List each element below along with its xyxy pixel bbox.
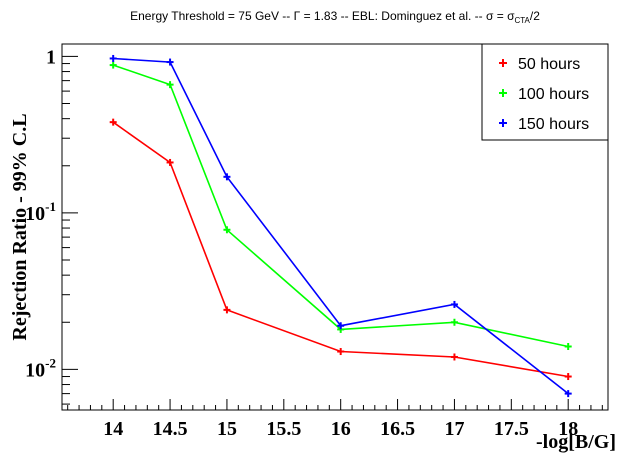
data-point bbox=[166, 58, 174, 66]
x-tick-label: 16.5 bbox=[380, 418, 415, 440]
y-tick-label: 10-2 bbox=[25, 355, 56, 381]
data-point bbox=[109, 54, 117, 62]
series-line-1 bbox=[112, 121, 569, 378]
data-point bbox=[450, 353, 458, 361]
x-tick-label: 18 bbox=[558, 418, 578, 440]
x-tick-label: 15.5 bbox=[266, 418, 301, 440]
series-layer bbox=[109, 54, 572, 398]
x-tick-label: 14.5 bbox=[153, 418, 188, 440]
x-tick-label: 17 bbox=[444, 418, 464, 440]
x-tick-label: 15 bbox=[217, 418, 237, 440]
x-axis-label: -log[B/G] bbox=[536, 431, 616, 453]
x-tick-label: 16 bbox=[331, 418, 351, 440]
y-axis-label: Rejection Ratio - 99% C.L bbox=[9, 113, 31, 340]
legend: 50 hours 100 hours 150 hours bbox=[481, 43, 609, 141]
data-point bbox=[166, 158, 174, 166]
x-tick-label: 17.5 bbox=[494, 418, 529, 440]
data-point bbox=[450, 318, 458, 326]
plot-frame bbox=[61, 43, 609, 411]
legend-marker bbox=[499, 89, 507, 97]
data-point bbox=[109, 118, 117, 126]
y-tick-label: 1 bbox=[46, 46, 56, 68]
data-point bbox=[564, 343, 572, 351]
data-point bbox=[564, 390, 572, 398]
series-line-3 bbox=[113, 57, 569, 395]
legend-marker bbox=[499, 59, 507, 67]
data-point bbox=[109, 61, 117, 69]
legend-label: 150 hours bbox=[518, 116, 589, 133]
legend-marker bbox=[499, 119, 507, 127]
y-tick-label: 10-1 bbox=[25, 199, 56, 225]
data-point bbox=[450, 300, 458, 308]
data-point bbox=[564, 373, 572, 381]
data-point bbox=[223, 306, 231, 314]
data-point bbox=[223, 173, 231, 181]
series-line-2 bbox=[112, 64, 569, 348]
chart-title: Energy Threshold = 75 GeV -- Γ = 1.83 --… bbox=[130, 9, 540, 25]
legend-label: 100 hours bbox=[518, 86, 589, 103]
legend-label: 50 hours bbox=[518, 56, 580, 73]
x-axis-ticks: 14 14.5 15 15.5 16 16.5 17 17.5 18 bbox=[67, 399, 603, 440]
data-point bbox=[337, 322, 345, 330]
y-axis-ticks: 1 10-1 10-2 bbox=[25, 46, 78, 405]
data-point bbox=[166, 81, 174, 89]
data-point bbox=[223, 226, 231, 234]
data-point bbox=[337, 348, 345, 356]
x-tick-label: 14 bbox=[103, 418, 123, 440]
